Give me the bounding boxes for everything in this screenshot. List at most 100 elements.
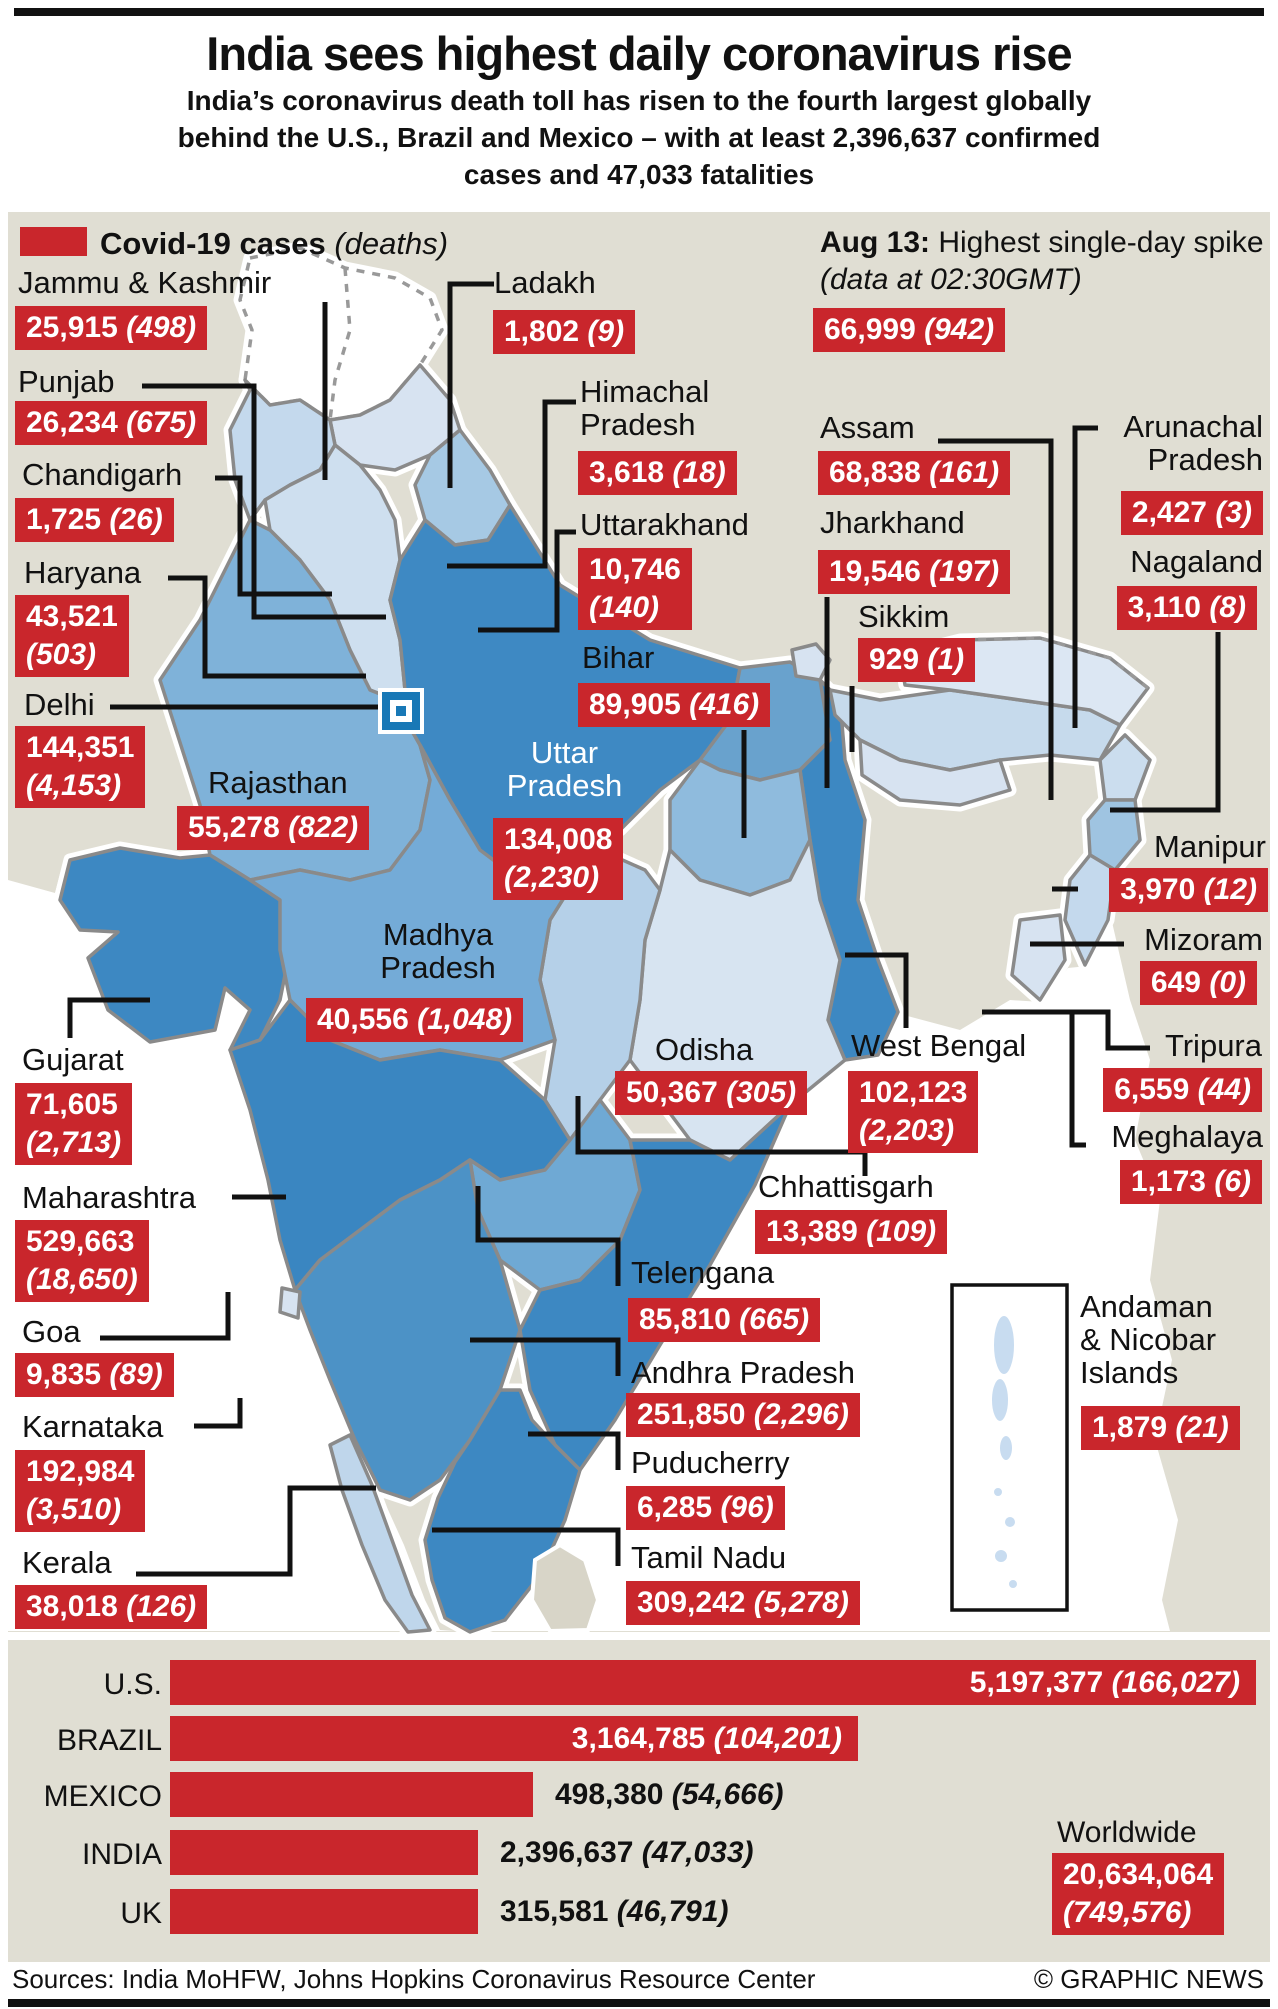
page-title: India sees highest daily coronavirus ris… (206, 27, 1072, 80)
badge-gujarat: 71,605 (2,713) (15, 1083, 133, 1165)
worldwide-label: Worldwide (1057, 1816, 1197, 1849)
bottom-rule (8, 1999, 1270, 2007)
chart-value-uk: 315,581 (46,791) (500, 1895, 729, 1928)
worldwide-badge: 20,634,064 (749,576) (1052, 1853, 1225, 1935)
label-chhattisgarh: Chhattisgarh (758, 1169, 934, 1204)
label-karnataka: Karnataka (22, 1409, 164, 1444)
sri-lanka-shape (529, 1542, 601, 1634)
badge-tamil-nadu: 309,242 (5,278) (626, 1581, 860, 1625)
state-nagaland (1098, 733, 1152, 802)
label-jammu-kashmir: Jammu & Kashmir (18, 265, 272, 300)
badge-arunachal: 2,427 (3) (1120, 491, 1263, 535)
chart-bar-uk (170, 1889, 478, 1934)
badge-goa: 9,835 (89) (15, 1353, 174, 1397)
chart-bar-mexico (170, 1772, 533, 1817)
label-rajasthan: Rajasthan (208, 765, 348, 800)
badge-karnataka: 192,984 (3,510) (15, 1450, 146, 1532)
leader-arunachal (1072, 425, 1098, 728)
label-puducherry: Puducherry (631, 1445, 790, 1480)
chart-country-label-uk: UK (120, 1897, 162, 1930)
leader-meghalaya (1069, 1014, 1086, 1148)
label-himachal: Himachal Pradesh (580, 374, 710, 442)
label-odisha: Odisha (655, 1032, 754, 1067)
leader-haryana (168, 575, 366, 679)
state-kerala (328, 1433, 432, 1634)
label-meghalaya: Meghalaya (1111, 1119, 1263, 1154)
badge-mizoram: 649 (0) (1139, 961, 1257, 1005)
state-jammu-kashmir (238, 246, 444, 422)
label-west-bengal: West Bengal (851, 1028, 1027, 1063)
states (58, 246, 1152, 1634)
delhi-marker-icon (378, 688, 424, 734)
spike-text: Highest single-day spike (930, 226, 1264, 259)
credit-line: © GRAPHIC NEWS (1033, 1964, 1264, 1994)
badge-odisha: 50,367 (305) (615, 1071, 808, 1115)
badge-sikkim: 929 (1) (858, 638, 976, 682)
leader-punjab (142, 383, 386, 620)
badge-chhattisgarh: 13,389 (109) (755, 1210, 948, 1254)
label-madhya-pradesh: Madhya Pradesh (380, 917, 496, 985)
badge-jammu-kashmir: 25,915 (498) (15, 306, 208, 350)
label-sikkim: Sikkim (858, 599, 950, 634)
badge-haryana: 43,521 (503) (15, 595, 129, 677)
label-andaman: Andaman & Nicobar Islands (1080, 1289, 1217, 1390)
badge-rajasthan: 55,278 (822) (177, 806, 370, 850)
label-arunachal: Arunachal Pradesh (1123, 409, 1263, 477)
chart-country-label-mexico: MEXICO (43, 1780, 162, 1813)
label-chandigarh: Chandigarh (22, 457, 183, 492)
badge-nagaland: 3,110 (8) (1116, 586, 1257, 630)
connector-lines (67, 281, 1221, 1577)
label-haryana: Haryana (24, 555, 142, 590)
badge-delhi: 144,351 (4,153) (15, 726, 146, 808)
label-ladakh: Ladakh (494, 265, 596, 300)
state-karnataka (293, 1158, 522, 1502)
state-sikkim (790, 642, 832, 682)
sources-line: Sources: India MoHFW, Johns Hopkins Coro… (12, 1964, 816, 1994)
badge-puducherry: 6,285 (96) (626, 1486, 785, 1530)
leader-puducherry (528, 1431, 621, 1470)
chart-country-label-us: U.S. (103, 1668, 162, 1701)
leader-assam (938, 438, 1054, 800)
leader-andhra (470, 1337, 621, 1376)
label-telengana: Telengana (631, 1255, 775, 1290)
badge-maharashtra: 529,663 (18,650) (15, 1220, 149, 1302)
jk-ladakh-divide (328, 267, 352, 421)
leader-tripura (982, 1009, 1150, 1051)
label-tripura: Tripura (1164, 1028, 1262, 1063)
badge-andaman: 1,879 (21) (1081, 1406, 1240, 1450)
chart-bar-brazil (170, 1716, 858, 1761)
spike-date: Aug 13: (820, 226, 931, 259)
label-jharkhand: Jharkhand (820, 505, 965, 540)
legend-deaths-label: (deaths) (334, 226, 449, 261)
spike-gmt-note: (data at 02:30GMT) (820, 263, 1082, 296)
label-tamil-nadu: Tamil Nadu (631, 1540, 787, 1575)
leader-gujarat (67, 997, 150, 1038)
badge-madhya-pradesh: 40,556 (1,048) (306, 998, 524, 1042)
badge-uttar-pradesh: 134,008 (2,230) (493, 818, 624, 900)
badge-west-bengal: 102,123 (2,203) (848, 1071, 979, 1153)
badge-chandigarh: 1,725 (26) (15, 498, 174, 542)
badge-telengana: 85,810 (665) (628, 1298, 821, 1342)
chart-value-brazil: 3,164,785 (104,201) (571, 1722, 842, 1755)
badge-assam: 68,838 (161) (818, 451, 1011, 495)
label-delhi: Delhi (24, 687, 95, 722)
badge-jharkhand: 19,546 (197) (818, 550, 1011, 594)
state-tripura (1010, 913, 1067, 1002)
leader-telengana (475, 1186, 621, 1286)
badge-tripura: 6,559 (44) (1103, 1068, 1262, 1112)
legend-cases-label: Covid-19 cases (100, 226, 326, 261)
andaman-inset (950, 1283, 1069, 1612)
state-meghalaya (858, 738, 1012, 807)
label-mizoram: Mizoram (1144, 922, 1263, 957)
chart-bar-india (170, 1830, 478, 1875)
page-subtitle: India’s coronavirus death toll has risen… (177, 85, 1101, 190)
badge-andhra: 251,850 (2,296) (626, 1393, 860, 1437)
badge-meghalaya: 1,173 (6) (1119, 1160, 1262, 1204)
leader-chandigarh (215, 475, 332, 597)
spike-badge: 66,999 (942) (813, 308, 1006, 352)
chart-value-mexico: 498,380 (54,666) (555, 1778, 784, 1811)
label-bihar: Bihar (582, 640, 655, 675)
leader-west-bengal (845, 952, 909, 1028)
leader-karnataka (194, 1398, 243, 1429)
